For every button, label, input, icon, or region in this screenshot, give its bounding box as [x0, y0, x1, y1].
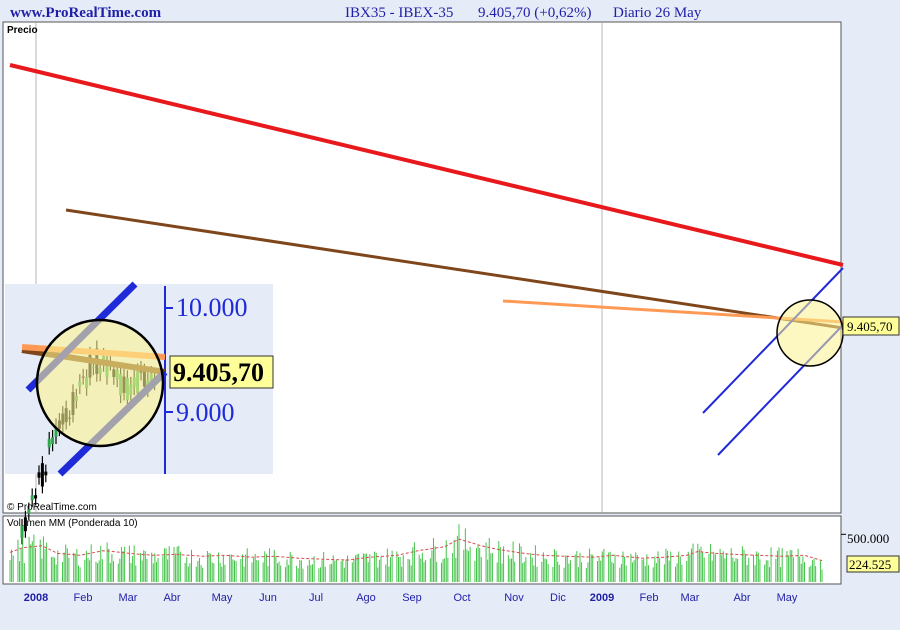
inset-candle-body	[30, 495, 34, 501]
lower-trendline	[65, 208, 844, 330]
time-axis: 2008 Feb Mar Abr May Jun Jul Ago Sep Oct Nov Dic 200…	[24, 592, 798, 604]
time-label: Abr	[733, 592, 750, 604]
inset-zoom: 10.000 9.000 9.405,70	[5, 281, 274, 545]
last-price-value: 9.405,70	[847, 319, 893, 334]
time-label: 2008	[24, 592, 48, 604]
last-price-tag	[842, 316, 900, 336]
inset-candle-body	[47, 439, 51, 448]
copyright-label: © ProRealTime.com	[7, 502, 97, 513]
inset-candle-body	[44, 471, 48, 476]
inset-price-value: 9.405,70	[173, 358, 264, 387]
inset-candle-body	[34, 495, 38, 499]
time-label: Jul	[309, 592, 323, 604]
volume-average-line	[9, 538, 823, 562]
site-title[interactable]: www.ProRealTime.com	[10, 5, 162, 21]
time-label: Ago	[356, 592, 376, 604]
time-label: Mar	[119, 592, 138, 604]
inset-candle-body	[27, 509, 31, 514]
instrument-name: IBX35 - IBEX-35	[345, 5, 453, 21]
time-label: Feb	[74, 592, 93, 604]
volume-value-tag	[846, 555, 900, 573]
inset-candle-body	[23, 517, 27, 532]
time-label: May	[777, 592, 798, 604]
time-label: Sep	[402, 592, 422, 604]
inset-tick-high: 10.000	[176, 293, 248, 322]
inset-candle-body	[51, 437, 55, 445]
time-label: Oct	[453, 592, 470, 604]
highlight-circle	[776, 299, 844, 367]
inset-candle-body	[40, 463, 44, 487]
time-label: May	[212, 592, 233, 604]
inset-tick-low: 9.000	[176, 398, 235, 427]
time-label: 2009	[590, 592, 614, 604]
price-change: 9.405,70 (+0,62%)	[478, 5, 591, 21]
time-label: Jun	[259, 592, 277, 604]
time-label: Dic	[550, 592, 566, 604]
volume-series	[9, 524, 846, 582]
time-label: Nov	[504, 592, 524, 604]
inset-candle-body	[54, 425, 58, 437]
volume-tick: 500.000	[847, 531, 889, 546]
time-label: Abr	[163, 592, 180, 604]
time-label: Mar	[681, 592, 700, 604]
upper-trendline	[9, 63, 844, 267]
inset-price-tag	[169, 355, 274, 389]
inset-candle-body	[37, 472, 41, 478]
price-panel-label: Precio	[7, 25, 38, 36]
time-label: Feb	[640, 592, 659, 604]
volume-panel-label: Volumen MM (Ponderada 10)	[7, 518, 138, 529]
channel-line-upper	[702, 267, 844, 414]
volume-value: 224.525	[849, 557, 891, 572]
inset-candle-body	[20, 525, 24, 538]
period-label: Diario 26 May	[613, 5, 702, 21]
